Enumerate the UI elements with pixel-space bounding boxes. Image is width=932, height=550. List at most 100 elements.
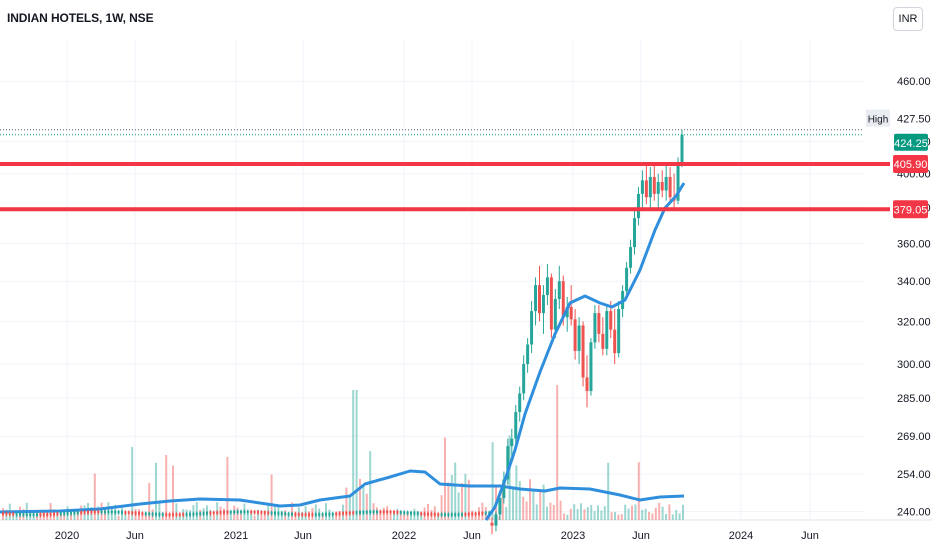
candle-body: [338, 512, 341, 515]
candle-body: [277, 512, 280, 515]
candle-body: [601, 333, 605, 349]
high-label: High: [868, 115, 889, 126]
candle-body: [352, 511, 355, 515]
volume-bar: [546, 506, 548, 520]
candle-body: [427, 512, 429, 516]
chart-title: INDIAN HOTELS, 1W, NSE: [7, 11, 154, 25]
volume-bar: [491, 442, 494, 520]
candle-body: [585, 377, 589, 392]
candle-body: [100, 510, 103, 514]
candle-body: [648, 177, 652, 198]
candle-body: [597, 313, 601, 334]
candle-body: [355, 511, 358, 514]
candle-body: [59, 512, 62, 516]
volume-bar: [675, 509, 678, 520]
resistance-tag: [893, 200, 928, 219]
y-tick-label: 320.00: [897, 316, 931, 328]
x-tick-label: 2024: [729, 530, 753, 542]
candle-body: [148, 512, 151, 516]
candle-body: [481, 512, 484, 515]
volume-bar: [597, 505, 599, 520]
candle-body: [660, 182, 664, 191]
candle-body: [233, 510, 236, 514]
candle-body: [15, 512, 18, 516]
x-tick-label: 2020: [55, 530, 79, 542]
volume-bar: [59, 514, 62, 520]
volume-ma-line: [0, 469, 685, 514]
y-tick-label: 360.00: [897, 238, 931, 250]
candle-body: [613, 329, 617, 354]
volume-bar: [325, 503, 327, 520]
candle-body: [195, 512, 198, 516]
volume-bar: [542, 484, 545, 520]
candle-body: [104, 510, 106, 514]
candle-body: [577, 325, 581, 351]
volume-bar: [287, 514, 290, 520]
candle-body: [280, 512, 283, 515]
volume-bar: [393, 512, 395, 520]
volume-bar: [379, 510, 382, 520]
candle-body: [490, 522, 494, 526]
volume-bar: [93, 473, 96, 520]
volume-bar: [505, 507, 508, 520]
volume-bar: [141, 512, 144, 520]
candle-body: [359, 511, 361, 514]
volume-bar: [610, 512, 613, 520]
candle-body: [87, 510, 89, 514]
candle-body: [110, 510, 113, 514]
volume-bar: [566, 514, 569, 520]
candle-body: [80, 511, 83, 514]
candle-body: [664, 177, 668, 191]
resistance-tag: [893, 155, 928, 174]
volume-bar: [365, 493, 368, 520]
volume-bar: [569, 508, 572, 520]
candle-body: [314, 513, 317, 516]
candle-body: [342, 512, 344, 515]
candle-body: [151, 512, 154, 516]
candle-body: [530, 311, 534, 345]
volume-bar: [583, 509, 586, 520]
candle-body: [382, 510, 385, 514]
candle-body: [206, 512, 208, 515]
candle-body: [502, 479, 506, 499]
volume-bar: [651, 513, 654, 520]
candle-body: [12, 512, 15, 516]
volume-bar: [172, 465, 174, 520]
candle-body: [318, 513, 321, 516]
volume-bar: [682, 504, 684, 520]
candle-body: [362, 510, 365, 514]
y-tick-label: 285.00: [897, 393, 931, 405]
candle-body: [168, 513, 171, 516]
candle-body: [328, 512, 331, 516]
volume-bar: [250, 510, 253, 520]
candle-body: [433, 513, 436, 516]
candle-body: [29, 513, 32, 516]
candle-body: [581, 325, 585, 378]
volume-bar: [535, 504, 538, 520]
last-price-value: 424.25: [894, 138, 928, 150]
candle-body: [413, 511, 416, 515]
candle-body: [396, 511, 399, 514]
volume-bar: [440, 495, 443, 520]
candle-body: [124, 511, 127, 514]
candle-body: [376, 510, 378, 514]
candle-body: [2, 512, 4, 515]
candle-body: [260, 511, 263, 514]
volume-bar: [226, 456, 229, 520]
candle-body: [522, 364, 526, 394]
y-tick-label: 460.00: [897, 76, 931, 88]
currency-button[interactable]: INR: [893, 7, 923, 31]
candle-body: [246, 510, 249, 514]
candle-body: [301, 513, 304, 516]
volume-bar: [229, 513, 232, 520]
candle-body: [19, 513, 21, 516]
candle-body: [668, 177, 672, 198]
x-tick-label: 2022: [392, 530, 416, 542]
volume-bar: [321, 514, 324, 520]
candle-body: [345, 511, 348, 515]
resistance-value: 379.05: [894, 204, 928, 216]
candle-body: [76, 511, 79, 514]
x-tick-label: Jun: [294, 530, 312, 542]
volume-bar: [399, 511, 402, 520]
